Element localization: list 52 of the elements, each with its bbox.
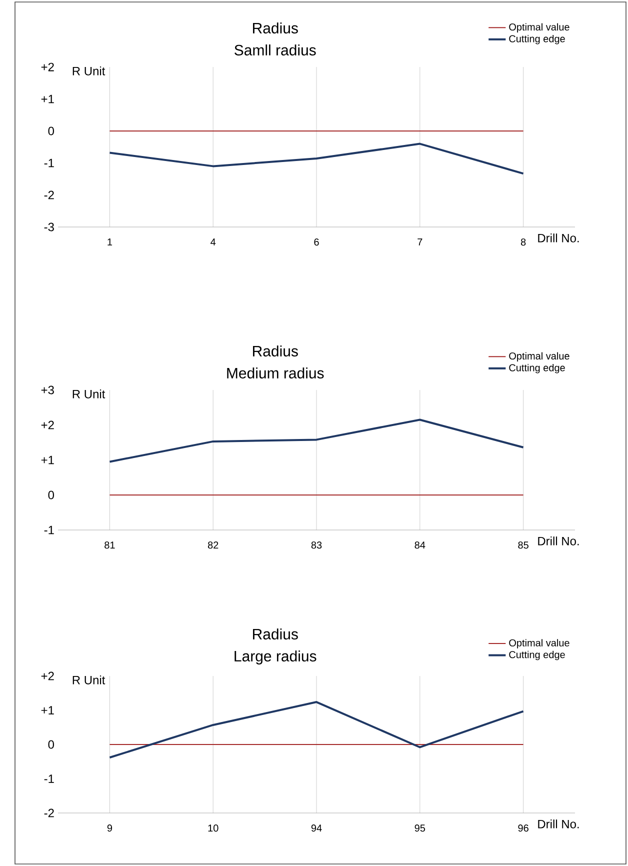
chart-title: Radius: [253, 22, 298, 34]
y-tick-label: +2: [41, 420, 54, 430]
y-axis-title: R Unit: [72, 390, 106, 398]
y-tick-label: -2: [44, 190, 54, 200]
chart-subtitle: Medium radius: [227, 367, 324, 378]
legend-label: Optimal value: [509, 352, 570, 362]
y-tick-label: 0: [48, 126, 54, 136]
y-tick-label: -2: [44, 808, 54, 818]
line-series: [108, 418, 524, 463]
x-tick-label: 10: [208, 824, 218, 832]
line-series: [108, 701, 524, 759]
x-tick-label: 82: [208, 542, 218, 549]
x-tick-label: 94: [311, 824, 322, 832]
x-tick-label: 83: [311, 542, 322, 549]
chart-title: Radius: [253, 345, 298, 356]
chart-title: Radius: [253, 628, 298, 640]
x-tick-label: 85: [518, 542, 528, 549]
x-tick-label: 8: [520, 238, 526, 246]
y-tick-label: +2: [41, 62, 54, 72]
x-tick-label: 95: [414, 824, 426, 832]
line-series: [108, 142, 524, 175]
x-tick-label: 84: [414, 542, 426, 549]
y-tick-label: -1: [44, 774, 54, 783]
x-axis-title: Drill No.: [538, 234, 579, 242]
y-tick-label: +1: [41, 706, 54, 714]
y-axis-title: R Unit: [72, 676, 106, 684]
x-axis-title: Drill No.: [538, 536, 579, 546]
chart-subtitle: Large radius: [234, 650, 316, 664]
y-tick-label: +2: [41, 672, 54, 680]
x-tick-label: 7: [418, 238, 422, 246]
x-tick-label: 4: [210, 238, 216, 246]
y-tick-label: -1: [44, 526, 54, 534]
legend-label: Cutting edge: [509, 650, 565, 660]
legend-label: Cutting edge: [509, 34, 565, 44]
x-axis-title: Drill No.: [538, 820, 579, 828]
legend-label: Cutting edge: [509, 364, 565, 374]
x-tick-label: 81: [104, 542, 115, 549]
x-tick-label: 96: [518, 824, 528, 832]
chart-subtitle: Samll radius: [234, 44, 316, 56]
x-tick-label: 9: [107, 824, 112, 832]
legend-label: Optimal value: [509, 23, 570, 33]
y-tick-label: +3: [41, 386, 54, 394]
y-axis-title: R Unit: [72, 66, 106, 76]
y-tick-label: -3: [44, 222, 54, 232]
y-tick-label: +1: [41, 456, 54, 464]
y-tick-label: 0: [48, 490, 54, 500]
y-tick-label: +1: [41, 94, 54, 104]
y-tick-label: -1: [44, 158, 54, 168]
y-tick-label: 0: [48, 740, 54, 749]
x-tick-label: 6: [314, 238, 319, 246]
legend-label: Optimal value: [509, 639, 570, 648]
x-tick-label: 1: [108, 238, 112, 246]
